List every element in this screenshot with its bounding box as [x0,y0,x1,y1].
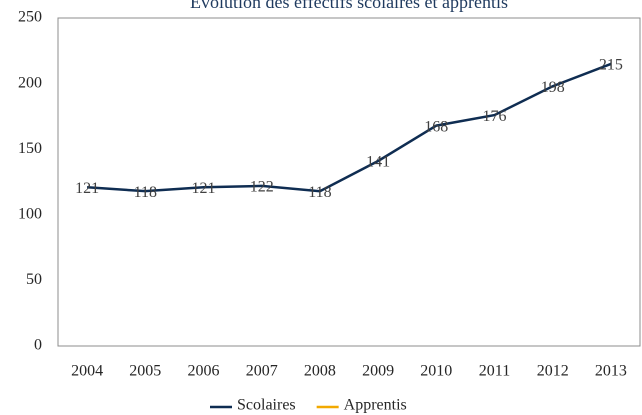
x-tick-label: 2006 [188,363,220,380]
series-line [87,62,612,193]
data-label: 122 [250,179,274,196]
x-tick-label: 2010 [420,363,452,380]
y-tick-label: 0 [34,337,42,354]
y-tick-label: 50 [26,271,42,288]
x-tick-label: 2011 [479,363,510,380]
x-tick-label: 2013 [595,363,627,380]
x-tick-label: 2009 [362,363,394,380]
x-tick-label: 2007 [246,363,278,380]
chart-title: Évolution des effectifs scolaires et app… [190,0,508,12]
x-tick-label: 2004 [71,363,103,380]
data-label: 168 [424,118,448,135]
plot-frame [57,17,641,347]
data-label: 176 [483,108,507,125]
data-label: 118 [308,184,331,201]
y-tick-label: 200 [18,74,42,91]
y-tick-label: 150 [18,140,42,157]
x-tick-label: 2005 [129,363,161,380]
legend-label: Apprentis [344,397,407,414]
data-label: 121 [75,180,99,197]
data-label: 198 [541,79,565,96]
x-tick-label: 2008 [304,363,336,380]
y-tick-label: 250 [18,9,42,26]
data-label: 121 [192,180,216,197]
legend-label: Scolaires [237,397,296,414]
x-tick-label: 2012 [537,363,569,380]
data-label: 141 [366,154,390,171]
y-tick-label: 100 [18,205,42,222]
data-label: 118 [134,184,157,201]
data-label: 215 [599,57,623,74]
